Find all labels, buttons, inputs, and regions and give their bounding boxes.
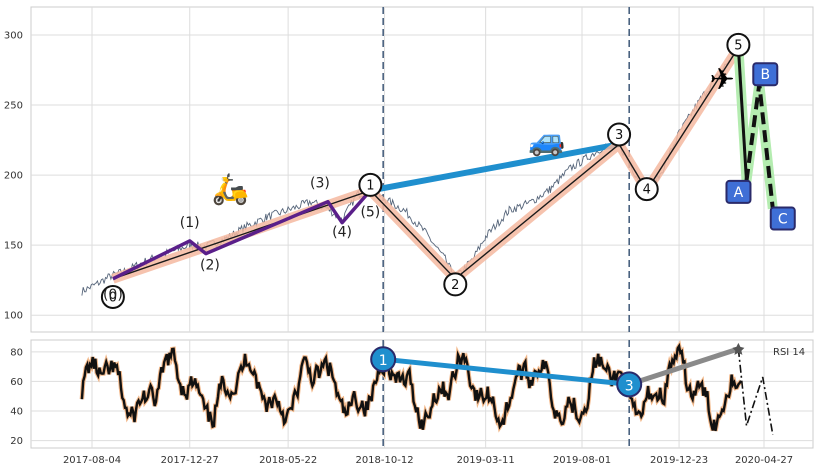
sub-wave-label: (3) <box>310 176 330 192</box>
correction-marker-box <box>752 62 779 87</box>
correction-marker-label: A <box>734 185 744 201</box>
car-icon: 🚙 <box>528 123 565 158</box>
impulse-wave-line <box>112 47 739 280</box>
wave-marker-circle <box>726 32 751 57</box>
rsi-marker-circle <box>370 346 397 373</box>
wave-marker-label: 5 <box>734 38 742 53</box>
price-y-tick-label: 200 <box>4 171 23 182</box>
price-y-tick-label: 300 <box>4 31 23 42</box>
sub-wave-label: (0) <box>103 287 123 303</box>
sub-wave-line <box>112 189 372 281</box>
rsi-y-tick-label: 40 <box>10 407 23 418</box>
correction-marker-label: B <box>760 67 770 83</box>
x-tick-label: 2018-10-12 <box>355 455 413 466</box>
x-tick-label: 2019-03-11 <box>457 455 515 466</box>
sub-wave-label: (5) <box>360 205 380 221</box>
correction-marker-label: C <box>778 212 788 228</box>
scooter-icon: 🛵 <box>211 172 248 207</box>
correction-marker-box <box>769 206 796 231</box>
wave-marker-label: 4 <box>643 183 651 198</box>
rsi-content: 13 <box>79 340 774 435</box>
rsi-marker-label: 3 <box>625 378 634 394</box>
x-tick-label: 2018-05-22 <box>259 455 317 466</box>
rsi-y-tick-label: 80 <box>10 347 23 358</box>
rsi-y-tick-label: 20 <box>10 436 23 447</box>
rsi-forecast-line <box>737 348 774 435</box>
rsi-y-ticks: 20 40 60 80 <box>10 347 23 447</box>
wave-marker-circle <box>358 172 383 197</box>
wave-marker-circle <box>443 272 468 297</box>
x-tick-label: 2020-04-27 <box>735 455 793 466</box>
wave-marker-label: 2 <box>451 278 459 293</box>
correction-wave-a-line <box>736 47 748 181</box>
rsi-peak-star-icon <box>732 342 745 355</box>
rsi-series-label: RSI 14 <box>773 347 805 358</box>
wave-marker-label: 0 <box>109 290 117 305</box>
sub-wave-label: (2) <box>200 258 220 274</box>
x-tick-label: 2019-08-01 <box>553 455 611 466</box>
rsi-trend-line-blue <box>380 356 632 387</box>
price-content: 🛵 🚙 ✈ 0 1 2 3 4 5 (0) (1) (2) (3) (4) (5) A B C <box>81 32 796 309</box>
wave-marker-label: 3 <box>615 128 623 143</box>
price-panel: 100 150 200 250 300 🛵 🚙 ✈ 0 1 2 3 4 5 (0) (1) (2) (3) (4)… <box>4 6 814 333</box>
sub-wave-label: (4) <box>332 225 352 241</box>
airplane-icon: ✈ <box>710 63 735 98</box>
x-tick-label: 2017-12-27 <box>161 455 219 466</box>
price-y-tick-label: 150 <box>4 241 23 252</box>
price-y-tick-label: 250 <box>4 101 23 112</box>
price-vlines <box>382 7 630 332</box>
price-y-ticks: 100 150 200 250 300 <box>4 31 23 322</box>
rsi-marker-circle <box>616 371 643 398</box>
x-tick-label: 2019-12-23 <box>650 455 708 466</box>
price-panel-frame <box>30 6 814 333</box>
correction-marker-box <box>725 179 752 204</box>
x-tick-label: 2017-08-04 <box>63 455 121 466</box>
x-axis: 2017-08-04 2017-12-27 2018-05-22 2018-10-12… <box>63 455 793 466</box>
rsi-y-tick-label: 60 <box>10 377 23 388</box>
rsi-marker-label: 1 <box>379 353 388 369</box>
price-trend-line <box>367 141 623 194</box>
wave-marker-circle <box>607 122 632 147</box>
rsi-trend-line-gray <box>626 346 741 387</box>
price-y-tick-label: 100 <box>4 311 23 322</box>
sub-wave-label: (1) <box>180 215 200 231</box>
wave-marker-circle <box>634 177 659 202</box>
rsi-series-line <box>80 342 743 432</box>
wave-marker-label: 1 <box>366 178 374 193</box>
wave-marker-circle <box>100 284 125 309</box>
